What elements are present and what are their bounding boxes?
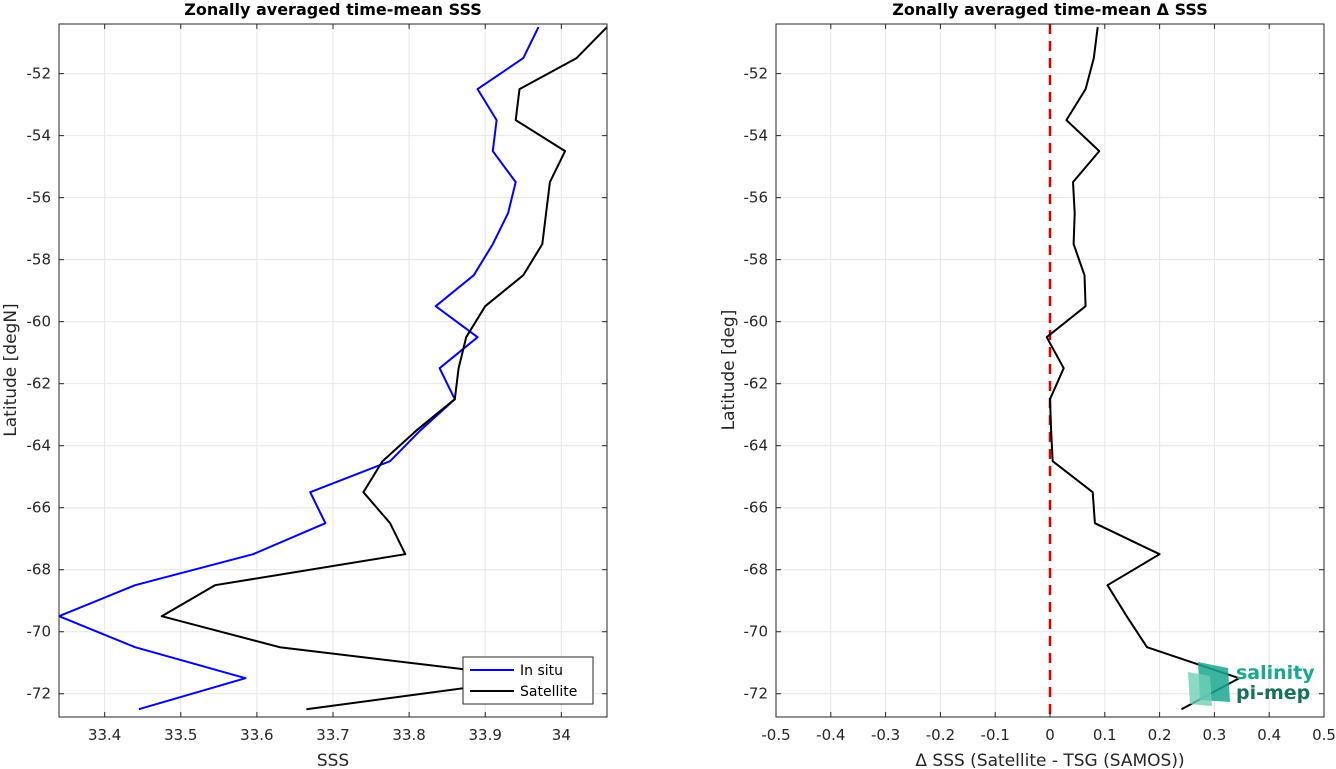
logo-mark-shadow-icon — [1188, 672, 1212, 706]
grid — [59, 24, 607, 717]
sss-panel: 33.4 33.5 33.6 33.7 33.8 33.9 34 -52 -54 -56 -58 -6… — [1, 0, 608, 769]
legend: In situ Satellite — [462, 656, 594, 705]
x-tick-label: 33.9 — [469, 726, 502, 744]
y-tick-label: -54 — [27, 127, 52, 145]
x-tick-label: -0.1 — [981, 726, 1010, 744]
y-axis-label: Latitude [deg] — [719, 310, 739, 431]
y-axis-label: Latitude [degN] — [1, 303, 21, 436]
series-line-delta-sss — [1045, 26, 1241, 711]
legend-label-in-situ: In situ — [520, 663, 563, 679]
y-tick-label: -56 — [27, 189, 52, 207]
y-tick-label: -52 — [744, 65, 769, 83]
y-tick-label: -56 — [744, 189, 769, 207]
legend-box — [462, 656, 594, 705]
y-tick-label: -54 — [744, 127, 769, 145]
y-tick-label: -72 — [744, 685, 769, 703]
x-tick-label: 33.8 — [392, 726, 425, 744]
x-tick-label: 0.4 — [1257, 726, 1281, 744]
data-lines — [1045, 24, 1241, 717]
logo-text-pi-mep: pi-mep — [1236, 682, 1310, 704]
x-tick-label: 33.6 — [240, 726, 273, 744]
salinity-pi-mep-logo: salinity pi-mep — [1188, 662, 1315, 706]
y-tick-label: -68 — [27, 561, 52, 579]
x-tick-label: -0.4 — [816, 726, 845, 744]
chart-title: Zonally averaged time-mean SSS — [184, 0, 482, 19]
y-tick-label: -72 — [27, 685, 52, 703]
x-tick-label: 34 — [552, 726, 571, 744]
y-tick-label: -66 — [27, 499, 52, 517]
y-tick-label: -58 — [744, 251, 769, 269]
series-line-satellite — [160, 26, 607, 711]
y-tick-label: -68 — [744, 561, 769, 579]
y-tick-label: -52 — [27, 65, 52, 83]
chart-title: Zonally averaged time-mean Δ SSS — [892, 0, 1208, 19]
logo-text-salinity: salinity — [1236, 662, 1315, 684]
y-tick-label: -64 — [744, 437, 769, 455]
x-tick-label: 0.3 — [1202, 726, 1226, 744]
x-tick-label: -0.2 — [926, 726, 955, 744]
data-lines — [59, 26, 607, 711]
x-axis-label: SSS — [317, 751, 349, 769]
x-tick-label: -0.5 — [761, 726, 790, 744]
x-tick-label: 0 — [1045, 726, 1055, 744]
x-tick-label: 33.4 — [88, 726, 121, 744]
x-tick-label: 0.1 — [1093, 726, 1117, 744]
y-tick-label: -58 — [27, 251, 52, 269]
y-tick-label: -60 — [744, 313, 769, 331]
x-tick-label: 33.7 — [316, 726, 349, 744]
ticks: -0.5 -0.4 -0.3 -0.2 -0.1 0 0.1 0.2 0.3 0.4 0.5 -52 -… — [744, 24, 1336, 744]
legend-label-satellite: Satellite — [520, 684, 577, 700]
y-tick-label: -64 — [27, 437, 52, 455]
x-tick-label: 0.2 — [1148, 726, 1172, 744]
y-tick-label: -62 — [744, 375, 769, 393]
ticks: 33.4 33.5 33.6 33.7 33.8 33.9 34 -52 -54 -56 -58 -6… — [27, 24, 607, 744]
x-tick-label: 0.5 — [1312, 726, 1336, 744]
series-line-in-situ — [59, 26, 540, 711]
x-tick-label: -0.3 — [871, 726, 900, 744]
y-tick-label: -66 — [744, 499, 769, 517]
y-tick-label: -70 — [744, 623, 769, 641]
y-tick-label: -62 — [27, 375, 52, 393]
x-axis-label: Δ SSS (Satellite - TSG (SAMOS)) — [915, 751, 1184, 769]
y-tick-label: -60 — [27, 313, 52, 331]
x-tick-label: 33.5 — [164, 726, 197, 744]
y-tick-label: -70 — [27, 623, 52, 641]
delta-sss-panel: -0.5 -0.4 -0.3 -0.2 -0.1 0 0.1 0.2 0.3 0.4 0.5 -52 -… — [719, 0, 1336, 769]
